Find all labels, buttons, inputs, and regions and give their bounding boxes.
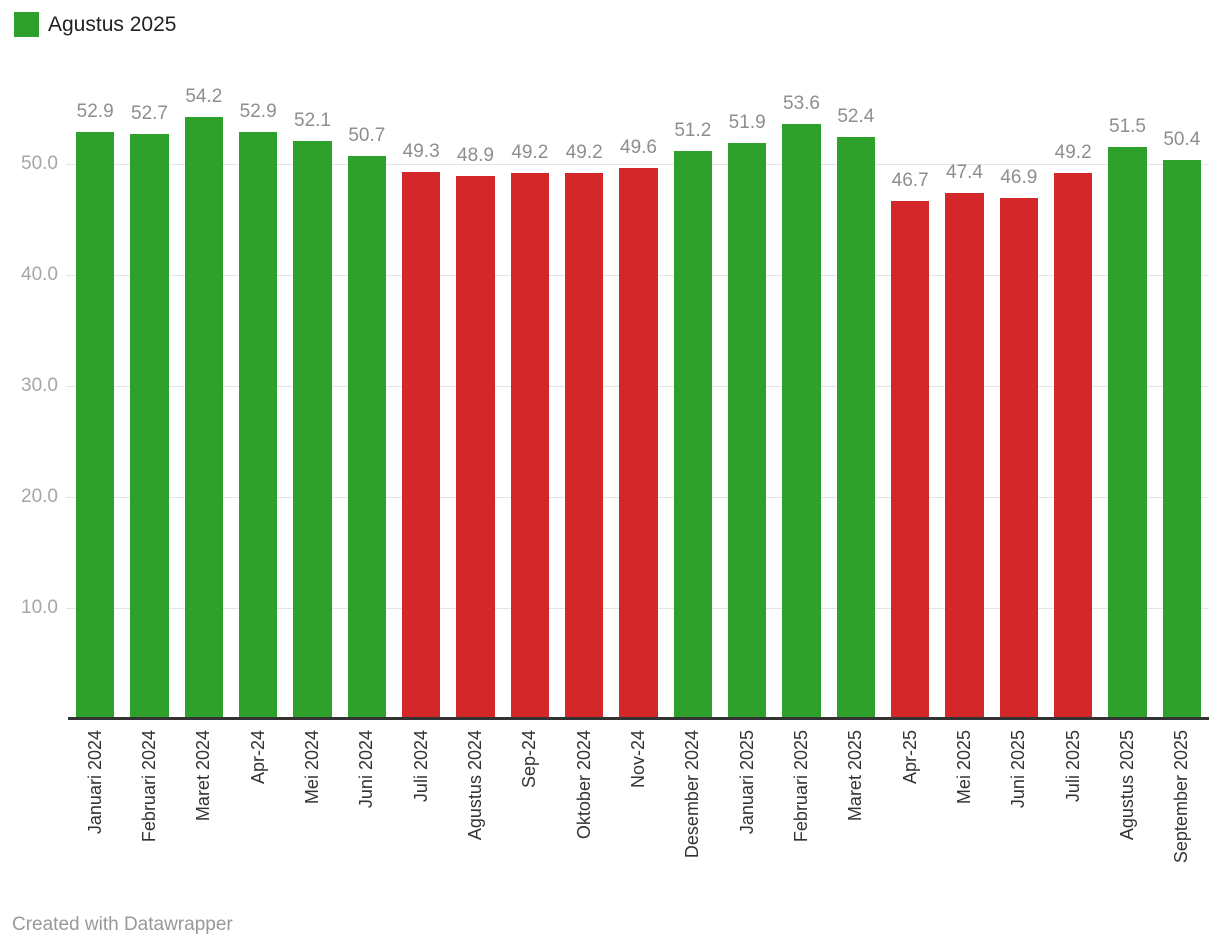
bar[interactable] [401, 171, 441, 719]
x-axis-tick-label: Januari 2025 [736, 730, 757, 835]
attribution-text: Created with Datawrapper [12, 914, 233, 935]
bar-value-label: 51.2 [674, 119, 712, 141]
bar-value-label: 49.2 [511, 141, 549, 163]
x-axis-tick-label: Juli 2025 [1062, 730, 1083, 803]
bar[interactable] [75, 131, 115, 719]
x-axis-tick-label: Agustus 2025 [1117, 730, 1137, 841]
x-axis-tick-label: Maret 2024 [193, 730, 214, 822]
bar[interactable] [999, 198, 1039, 719]
x-axis-tick-label: Desember 2024 [682, 730, 703, 859]
legend-label: Agustus 2025 [48, 13, 177, 36]
x-axis-tick-label: September 2025 [1171, 730, 1192, 864]
x-axis-tick-label: Nov-24 [628, 730, 648, 789]
x-axis-tick-label: Maret 2025 [845, 730, 866, 822]
bar[interactable] [1162, 159, 1202, 719]
x-axis-tick-label: Sep-24 [519, 730, 540, 789]
bar-value-label: 54.2 [185, 86, 223, 108]
bar-value-label: 49.2 [565, 141, 603, 163]
bar-value-label: 52.1 [294, 109, 331, 131]
bar-value-label: 48.9 [457, 145, 494, 167]
x-axis-tick-label: Februari 2025 [791, 730, 811, 843]
y-axis-tick-label: 10.0 [21, 597, 58, 618]
bar[interactable] [727, 142, 767, 719]
y-axis-tick-label: 30.0 [21, 375, 58, 396]
bar[interactable] [293, 140, 332, 719]
bar[interactable] [1053, 172, 1093, 719]
x-axis-tick-label: Juni 2024 [356, 730, 377, 809]
bar-value-label: 49.2 [1054, 141, 1092, 163]
x-axis-tick-label: Mei 2024 [302, 730, 322, 805]
bar[interactable] [945, 192, 984, 719]
bar-value-label: 52.7 [131, 103, 168, 125]
bar[interactable] [673, 150, 713, 719]
bar[interactable] [184, 117, 224, 719]
bar[interactable] [1108, 147, 1147, 719]
bar-value-label: 53.6 [783, 93, 820, 115]
gridline [66, 164, 1209, 165]
x-axis-tick-label: Juli 2024 [410, 730, 431, 803]
bar-value-label: 52.9 [76, 100, 114, 122]
x-axis-tick-label: Juni 2025 [1008, 730, 1029, 809]
bar-value-label: 51.9 [728, 111, 766, 133]
bar-value-label: 52.4 [837, 106, 875, 128]
bar-value-label: 49.3 [402, 140, 440, 162]
bar[interactable] [456, 176, 495, 719]
x-axis-tick-label: Apr-25 [899, 730, 920, 785]
bar-value-label: 46.9 [1000, 167, 1038, 189]
bar-value-label: 50.7 [348, 125, 386, 147]
bar[interactable] [619, 168, 658, 719]
bar-value-label: 46.7 [891, 169, 929, 191]
bar[interactable] [238, 131, 278, 719]
bar[interactable] [347, 156, 387, 719]
bar-value-label: 50.4 [1163, 128, 1201, 150]
bar[interactable] [564, 172, 604, 719]
x-axis-tick-label: Januari 2024 [84, 730, 105, 835]
x-axis-tick-label: Oktober 2024 [573, 730, 594, 840]
bar-value-label: 51.5 [1109, 116, 1146, 138]
bar[interactable] [510, 172, 550, 719]
bar-value-label: 47.4 [946, 161, 983, 183]
x-axis-tick-label: Agustus 2024 [465, 730, 485, 841]
bar-value-label: 49.6 [620, 137, 657, 159]
bar[interactable] [782, 124, 821, 719]
legend-swatch-icon [14, 12, 39, 37]
bar-value-label: 52.9 [239, 100, 277, 122]
x-axis-tick-label: Apr-24 [247, 730, 268, 785]
bar[interactable] [890, 200, 930, 719]
x-axis-tick-label: Mei 2025 [954, 730, 974, 805]
bar[interactable] [836, 137, 876, 719]
y-axis-tick-label: 50.0 [21, 153, 58, 174]
y-axis-tick-label: 20.0 [21, 486, 58, 507]
bar[interactable] [130, 134, 169, 719]
x-axis-line [68, 717, 1209, 720]
legend: Agustus 2025 [14, 12, 176, 37]
y-axis-tick-label: 40.0 [21, 264, 58, 285]
x-axis-tick-label: Februari 2024 [139, 730, 159, 843]
